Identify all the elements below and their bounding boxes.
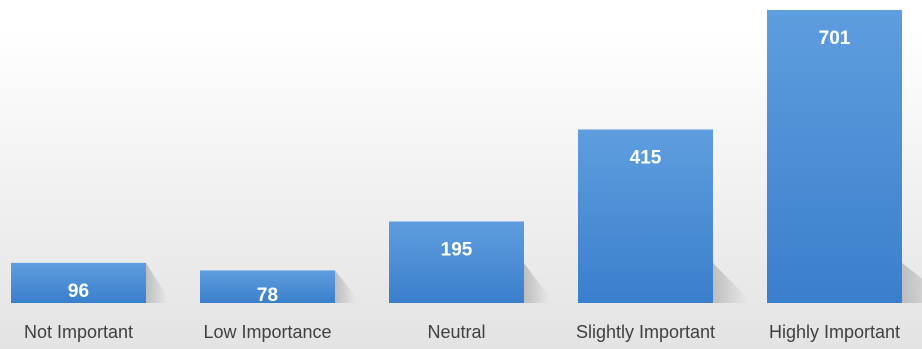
data-label: 701	[819, 28, 851, 49]
data-label: 96	[68, 281, 89, 302]
bar-shadow	[713, 263, 747, 303]
category-labels: Not Important Low Importance Neutral Slight…	[24, 322, 900, 342]
bars	[11, 9, 902, 304]
data-label: 195	[441, 239, 473, 260]
category-tick-label: Not Important	[24, 322, 133, 342]
data-label: 78	[257, 285, 278, 306]
category-tick-label: Low Importance	[203, 322, 331, 342]
bar-not-important	[11, 262, 146, 303]
bar-slightly-important	[578, 129, 713, 303]
data-labels: 96 78 195 415 701	[68, 28, 851, 306]
category-tick-label: Neutral	[427, 322, 485, 342]
bar-shadow	[524, 263, 550, 303]
bar-low-importance	[200, 270, 335, 303]
bar-shadows	[146, 263, 922, 303]
bar-shadow	[146, 263, 168, 303]
bar-shadow	[335, 270, 356, 303]
data-label: 415	[630, 148, 662, 169]
bar-shadow	[902, 263, 922, 303]
category-tick-label: Slightly Important	[576, 322, 715, 342]
category-tick-label: Highly Important	[769, 322, 900, 342]
bar-neutral	[389, 221, 524, 303]
bar-highly-important	[767, 9, 902, 304]
